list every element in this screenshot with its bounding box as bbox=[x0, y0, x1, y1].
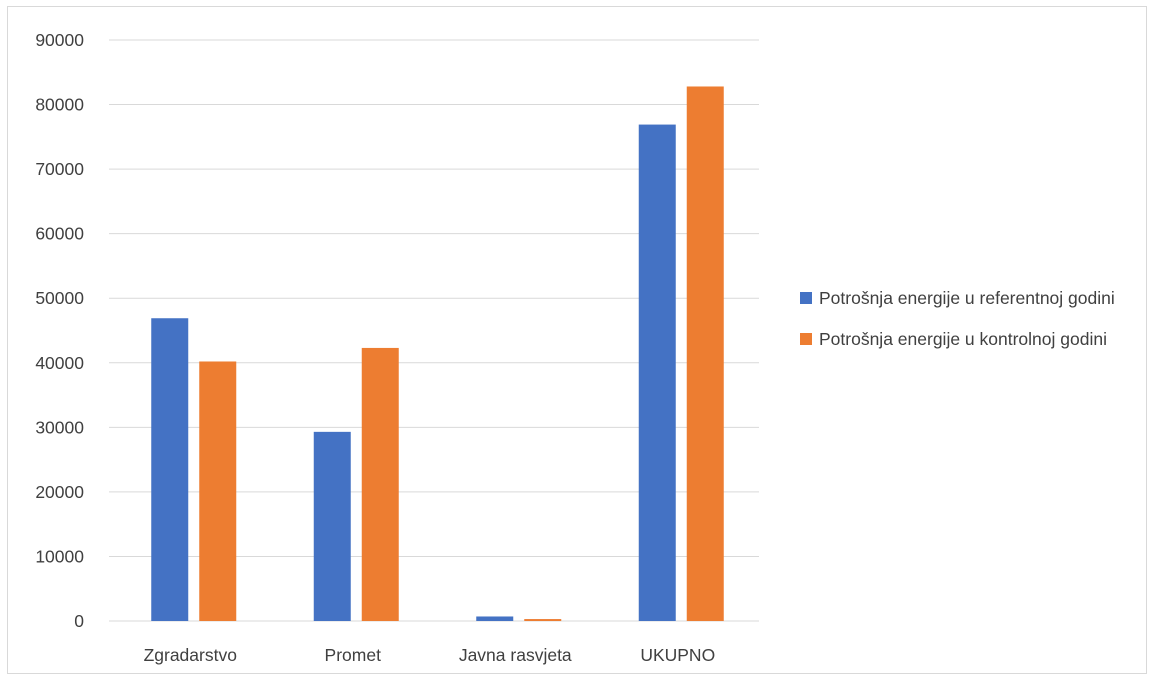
bar-control-0 bbox=[199, 361, 237, 621]
bar-reference-1 bbox=[313, 431, 351, 621]
y-tick-label: 0 bbox=[74, 611, 84, 631]
legend: Potrošnja energije u referentnoj godini … bbox=[800, 283, 1140, 365]
bar-control-3 bbox=[686, 86, 724, 622]
legend-swatch-blue bbox=[800, 292, 812, 304]
y-tick-label: 80000 bbox=[35, 95, 84, 115]
y-tick-label: 10000 bbox=[35, 546, 84, 566]
y-tick-label: 90000 bbox=[35, 30, 84, 50]
legend-item-reference-year: Potrošnja energije u referentnoj godini bbox=[800, 283, 1140, 313]
y-tick-label: 20000 bbox=[35, 482, 84, 502]
x-axis-tick-labels: Zgradarstvo Promet Javna rasvjeta UKUPNO bbox=[144, 645, 716, 665]
bar-reference-2 bbox=[476, 616, 514, 621]
y-axis-tick-labels: 0 10000 20000 30000 40000 50000 60000 70000 8000… bbox=[35, 30, 84, 631]
x-tick-label: UKUPNO bbox=[640, 645, 715, 665]
bar-reference-0 bbox=[151, 318, 189, 621]
bars bbox=[151, 86, 724, 622]
y-tick-label: 30000 bbox=[35, 417, 84, 437]
bar-control-1 bbox=[361, 347, 399, 621]
legend-label: Potrošnja energije u referentnoj godini bbox=[819, 288, 1115, 308]
chart-frame bbox=[7, 6, 1147, 674]
legend-label: Potrošnja energije u kontrolnoj godini bbox=[819, 329, 1107, 349]
y-tick-label: 40000 bbox=[35, 353, 84, 373]
x-tick-label: Zgradarstvo bbox=[144, 645, 237, 665]
x-tick-label: Promet bbox=[325, 645, 382, 665]
legend-item-control-year: Potrošnja energije u kontrolnoj godini bbox=[800, 324, 1140, 354]
bar-control-2 bbox=[524, 619, 562, 621]
y-tick-label: 50000 bbox=[35, 288, 84, 308]
y-tick-label: 70000 bbox=[35, 159, 84, 179]
y-tick-label: 60000 bbox=[35, 224, 84, 244]
x-tick-label: Javna rasvjeta bbox=[459, 645, 572, 665]
bar-reference-3 bbox=[638, 124, 676, 621]
legend-swatch-orange bbox=[800, 333, 812, 345]
